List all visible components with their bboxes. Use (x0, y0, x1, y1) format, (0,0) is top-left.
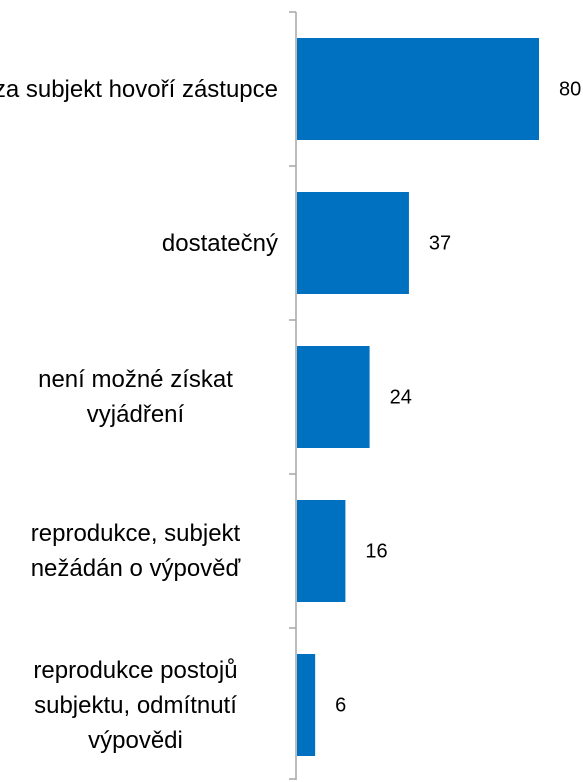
category-label-box: reprodukce postojů subjektu, odmítnutí v… (0, 628, 278, 782)
bar (297, 38, 539, 140)
category-label: dostatečný (161, 229, 278, 257)
category-label-box: za subjekt hovoří zástupce (0, 12, 278, 166)
category-label-box: dostatečný (0, 166, 278, 320)
value-label: 6 (335, 694, 346, 716)
value-label: 80 (559, 78, 581, 100)
value-label: 24 (390, 386, 412, 408)
category-label-box: není možné získat vyjádření (0, 320, 278, 474)
category-label: není možné získat vyjádření (38, 366, 233, 428)
bar (297, 654, 316, 756)
category-label: reprodukce postojů subjektu, odmítnutí v… (33, 656, 238, 754)
bar (297, 500, 346, 602)
value-label: 16 (365, 540, 387, 562)
category-label: reprodukce, subjekt nežádán o výpověď (30, 520, 241, 582)
bar (297, 192, 409, 294)
bar (297, 346, 370, 448)
category-label-box: reprodukce, subjekt nežádán o výpověď (0, 474, 278, 628)
value-label: 37 (429, 232, 451, 254)
category-label: za subjekt hovoří zástupce (0, 75, 278, 103)
